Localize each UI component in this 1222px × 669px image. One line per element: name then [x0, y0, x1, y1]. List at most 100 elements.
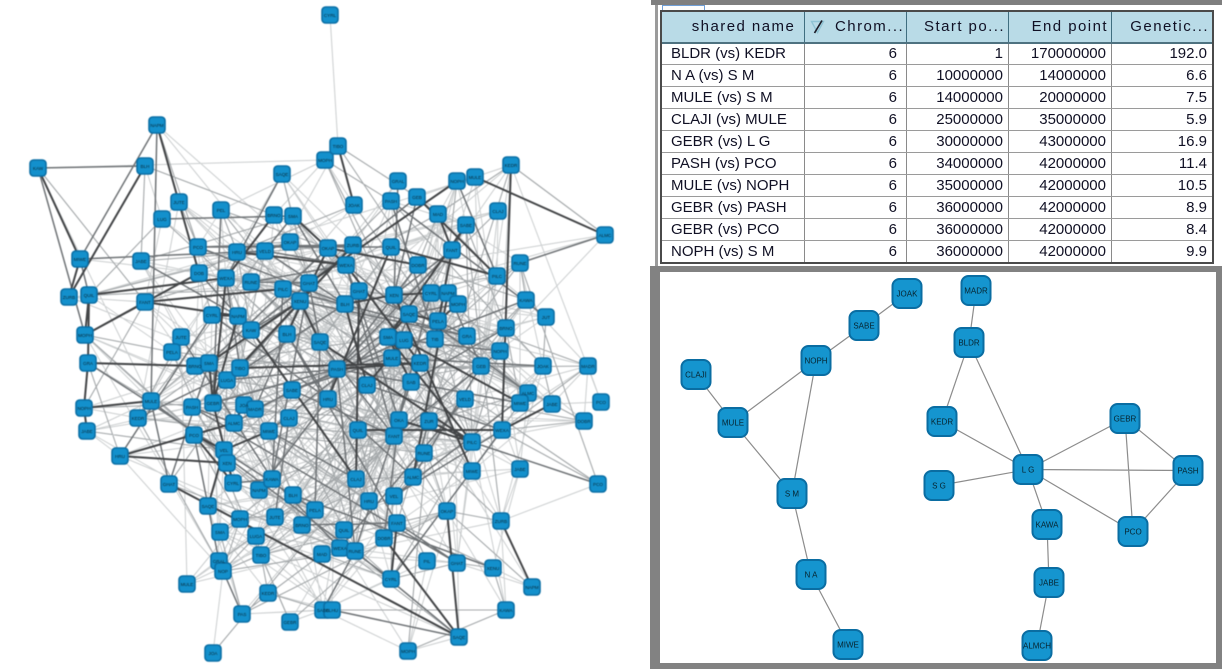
svg-text:SMA: SMA — [288, 214, 299, 219]
svg-text:MULE: MULE — [469, 175, 482, 180]
svg-text:VELD: VELD — [259, 249, 272, 254]
svg-text:DOBR: DOBR — [577, 419, 591, 424]
svg-text:JOAK: JOAK — [537, 364, 550, 369]
svg-text:OKA: OKA — [394, 418, 405, 423]
svg-text:BRNO: BRNO — [267, 213, 281, 218]
svg-text:MAD: MAD — [317, 552, 328, 557]
svg-text:SAQE: SAQE — [202, 504, 215, 509]
svg-text:JOAK: JOAK — [897, 289, 919, 298]
svg-text:PASH: PASH — [186, 405, 198, 410]
svg-text:PASH: PASH — [331, 367, 343, 372]
svg-text:GEBR: GEBR — [283, 620, 297, 625]
svg-text:MADR: MADR — [581, 364, 595, 369]
svg-text:ALMC: ALMC — [228, 421, 241, 426]
svg-text:MULE: MULE — [722, 418, 744, 427]
svg-text:SAQE: SAQE — [403, 312, 416, 317]
svg-text:ZURB: ZURB — [495, 519, 508, 524]
svg-text:MOPH: MOPH — [318, 158, 332, 163]
svg-text:FANT: FANT — [388, 434, 400, 439]
svg-text:JUTE: JUTE — [269, 515, 280, 520]
svg-text:SMA: SMA — [204, 361, 215, 366]
svg-text:BLH: BLH — [283, 332, 292, 337]
svg-text:PCO: PCO — [189, 433, 199, 438]
svg-text:BRNO: BRNO — [188, 364, 202, 369]
svg-text:GEBR: GEBR — [206, 401, 220, 406]
svg-text:GHAT: GHAT — [451, 561, 464, 566]
svg-text:KAW: KAW — [246, 328, 257, 333]
svg-text:HRU: HRU — [115, 454, 125, 459]
svg-text:PELA: PELA — [309, 508, 322, 513]
svg-text:PCO: PCO — [593, 482, 603, 487]
svg-text:XENU: XENU — [294, 299, 307, 304]
svg-text:DOBR: DOBR — [411, 263, 425, 268]
svg-text:HRU: HRU — [364, 499, 374, 504]
svg-text:GRA: GRA — [462, 334, 473, 339]
svg-text:NAPM: NAPM — [525, 585, 538, 590]
svg-text:XEN: XEN — [389, 293, 398, 298]
svg-text:WEXA: WEXA — [495, 428, 509, 433]
svg-text:PEL: PEL — [217, 208, 226, 213]
svg-text:BLH: BLH — [341, 302, 350, 307]
svg-text:MIWE: MIWE — [263, 429, 276, 434]
svg-text:NOPH: NOPH — [804, 356, 827, 365]
svg-text:SAQE: SAQE — [314, 340, 327, 345]
svg-text:JOA: JOA — [240, 403, 250, 408]
svg-text:TIB: TIB — [431, 337, 438, 342]
svg-text:SABE: SABE — [460, 223, 472, 228]
svg-text:MADR: MADR — [248, 407, 262, 412]
svg-text:GHAT: GHAT — [353, 289, 366, 294]
svg-text:KEDR: KEDR — [414, 361, 427, 366]
svg-text:NOP: NOP — [218, 569, 228, 574]
svg-text:JABE: JABE — [546, 402, 558, 407]
svg-text:TIBO: TIBO — [235, 366, 246, 371]
svg-text:PILC: PILC — [492, 274, 503, 279]
svg-text:KEDR: KEDR — [132, 416, 145, 421]
svg-text:GRAL: GRAL — [392, 179, 405, 184]
svg-text:ALMCH: ALMCH — [1023, 641, 1051, 650]
svg-text:NAPM: NAPM — [231, 314, 244, 319]
svg-text:SABE: SABE — [317, 608, 329, 613]
svg-text:VEL: VEL — [390, 494, 399, 499]
svg-text:CYRL: CYRL — [227, 481, 240, 486]
svg-text:WEXA: WEXA — [339, 263, 353, 268]
svg-text:SABE: SABE — [853, 321, 874, 330]
svg-text:KAWA: KAWA — [499, 608, 513, 613]
svg-text:PASH: PASH — [385, 199, 397, 204]
svg-text:BLH: BLH — [141, 164, 150, 169]
svg-text:BRNO: BRNO — [295, 523, 309, 528]
svg-text:MOPH: MOPH — [401, 649, 415, 654]
svg-text:QUIL: QUIL — [353, 428, 364, 433]
svg-text:GEB: GEB — [412, 195, 422, 200]
svg-text:XENU: XENU — [487, 566, 500, 571]
svg-text:PELA: PELA — [432, 319, 445, 324]
svg-text:QUIL: QUIL — [386, 245, 397, 250]
svg-text:RUNE: RUNE — [244, 280, 257, 285]
svg-text:PILC: PILC — [278, 287, 289, 292]
svg-text:PCO: PCO — [1124, 527, 1141, 536]
svg-text:PELA: PELA — [166, 350, 179, 355]
svg-text:MIWE: MIWE — [466, 469, 479, 474]
svg-text:KAWA: KAWA — [1036, 520, 1060, 529]
svg-text:KEDR: KEDR — [931, 417, 953, 426]
svg-text:ZUR: ZUR — [424, 419, 434, 424]
svg-text:NOPH: NOPH — [450, 179, 463, 184]
svg-text:PIL: PIL — [424, 559, 431, 564]
svg-text:CLAJ: CLAJ — [492, 209, 503, 214]
svg-text:BLH: BLH — [289, 493, 298, 498]
svg-text:LUGA: LUGA — [250, 534, 263, 539]
svg-text:BLHU: BLHU — [326, 608, 338, 613]
svg-text:LUG: LUG — [399, 338, 409, 343]
svg-text:GHAT: GHAT — [303, 281, 316, 286]
svg-text:OKAP: OKAP — [284, 240, 297, 245]
svg-text:ALMC: ALMC — [522, 391, 535, 396]
svg-text:MOPH: MOPH — [451, 302, 465, 307]
svg-text:ALMC: ALMC — [599, 233, 612, 238]
svg-text:OKAP: OKAP — [441, 509, 454, 514]
svg-text:VELD: VELD — [459, 397, 472, 402]
svg-text:JABE: JABE — [135, 259, 147, 264]
svg-text:GEBR: GEBR — [1114, 414, 1137, 423]
svg-text:CYRL: CYRL — [324, 13, 337, 18]
svg-text:XEN: XEN — [222, 461, 231, 466]
svg-text:KAW: KAW — [33, 166, 44, 171]
svg-text:OKAP: OKAP — [322, 246, 335, 251]
